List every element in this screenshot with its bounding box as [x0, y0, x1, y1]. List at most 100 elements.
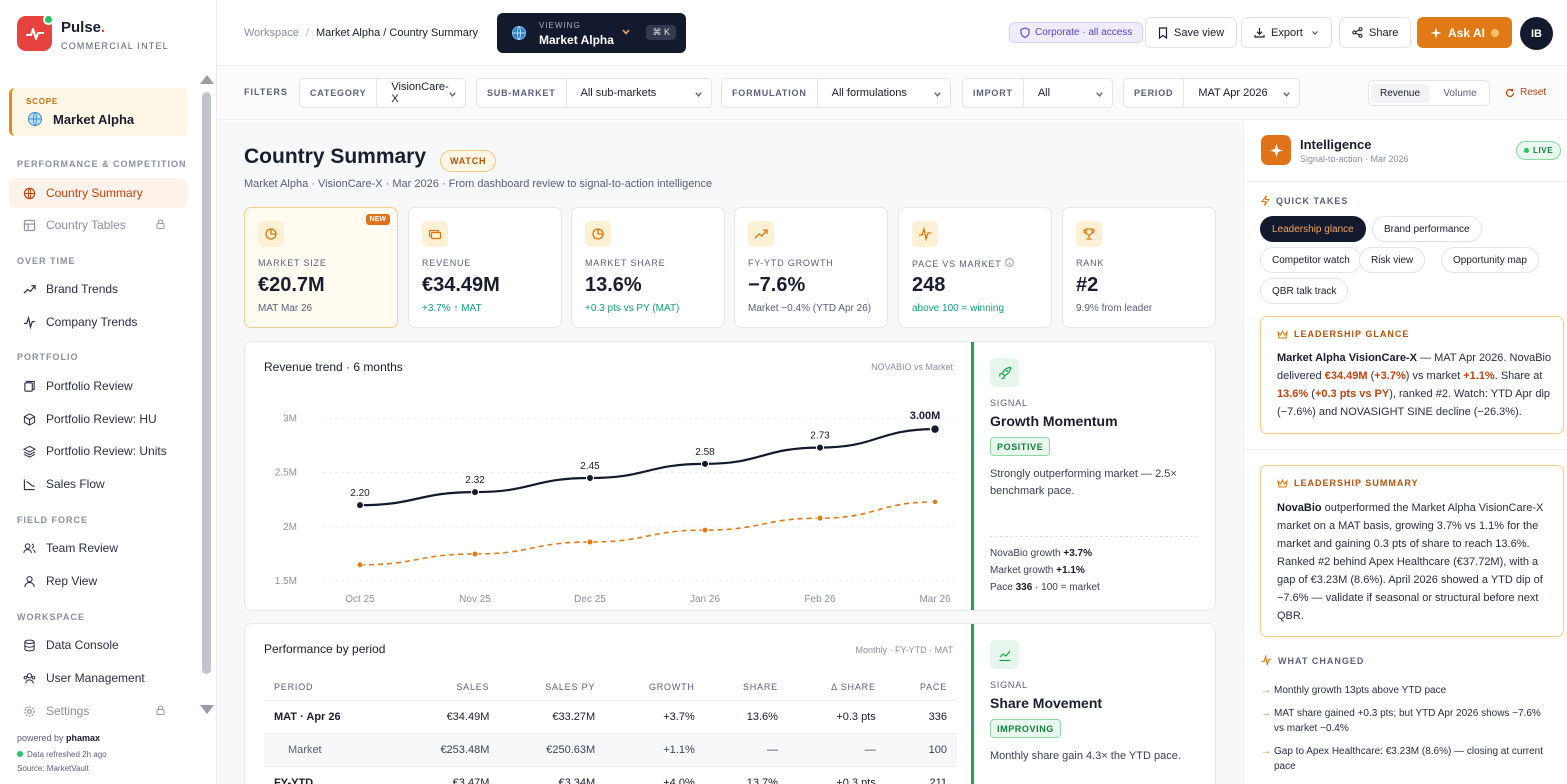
- kpi-fy-ytd-growth[interactable]: FY-YTD GROWTH −7.6% Market −0.4% (YTD Ap…: [734, 207, 888, 328]
- chip-brand-performance[interactable]: Brand performance: [1372, 216, 1482, 242]
- refresh-status: Data refreshed 2h ago: [17, 750, 107, 759]
- viewing-value: Market Alpha: [539, 33, 614, 47]
- pulse-logo[interactable]: [17, 14, 54, 51]
- nav-item-data-console[interactable]: Data Console: [9, 630, 187, 660]
- nav-item-country-tables[interactable]: Country Tables: [9, 210, 187, 240]
- scroll-down-arrow[interactable]: [200, 705, 214, 714]
- nav-item-company-trends[interactable]: Company Trends: [9, 307, 187, 337]
- category-filter[interactable]: CATEGORY VisionCare-X: [299, 78, 466, 108]
- sidebar: Pulse. COMMERCIAL INTEL SCOPE Market Alp…: [0, 0, 217, 784]
- breadcrumb-root[interactable]: Workspace: [244, 27, 299, 39]
- data-point: [471, 488, 479, 497]
- data-label: 2.32: [465, 475, 485, 486]
- table-legend: Monthly · FY-YTD · MAT: [855, 645, 953, 655]
- sidebar-scrollbar[interactable]: [202, 92, 211, 674]
- pie-icon: [592, 228, 604, 240]
- chip-leadership-glance[interactable]: Leadership glance: [1260, 216, 1366, 242]
- nav-item-portfolio-review-units[interactable]: Portfolio Review: Units: [9, 436, 187, 466]
- x-tick-label: Dec 25: [574, 594, 606, 605]
- leadership-summary-card: LEADERSHIP SUMMARY NovaBio outperformed …: [1260, 465, 1564, 637]
- access-badge[interactable]: Corporate · all access: [1009, 22, 1144, 43]
- nav-label: Team Review: [46, 541, 119, 555]
- filter-value: All: [1037, 87, 1051, 99]
- reset-button[interactable]: Reset: [1505, 87, 1546, 98]
- market-switcher[interactable]: VIEWING Market Alpha ⌘ K: [497, 13, 686, 53]
- nav-label: Portfolio Review: Units: [46, 444, 167, 458]
- data-label: 3.00M: [910, 410, 941, 422]
- chip-risk-view[interactable]: Risk view: [1359, 247, 1426, 273]
- kpi-sub: +0.3 pts vs PY (MAT): [585, 303, 680, 314]
- kpi-pace-vs-market[interactable]: PACE VS MARKET 248 above 100 = winning: [898, 207, 1052, 328]
- rocket-icon: [998, 366, 1011, 379]
- nav-item-sales-flow[interactable]: Sales Flow: [9, 469, 187, 499]
- panel-subtitle: Signal-to-action · Mar 2026: [1300, 154, 1409, 164]
- nav-item-rep-view[interactable]: Rep View: [9, 566, 187, 596]
- trend-up-icon: [754, 229, 768, 239]
- nav-label: Portfolio Review: HU: [46, 412, 157, 426]
- save-view-button[interactable]: Save view: [1145, 17, 1238, 48]
- kpi-sub: 9.9% from leader: [1076, 303, 1153, 314]
- download-icon: [1254, 28, 1265, 38]
- signal-line-pace: Pace 336 · 100 = market: [990, 582, 1100, 593]
- signal-growth-momentum[interactable]: SIGNAL Growth Momentum POSITIVE Strongly…: [971, 342, 1215, 610]
- globe-icon: [28, 112, 42, 126]
- nav-item-brand-trends[interactable]: Brand Trends: [9, 274, 187, 304]
- kpi-market-size[interactable]: NEW MARKET SIZE €20.7M MAT Mar 26: [244, 207, 398, 328]
- import-filter[interactable]: IMPORT All: [962, 78, 1113, 108]
- user-icon: [24, 575, 35, 587]
- avatar[interactable]: IB: [1520, 17, 1553, 50]
- chip-qbr-talk-track[interactable]: QBR talk track: [1260, 278, 1349, 304]
- x-tick-label: Nov 25: [459, 594, 491, 605]
- change-item: Monthly growth 13pts above YTD pace: [1261, 683, 1551, 698]
- ask-ai-button[interactable]: Ask AI: [1417, 17, 1512, 48]
- data-point: [586, 474, 594, 482]
- chip-competitor-watch[interactable]: Competitor watch: [1260, 247, 1362, 273]
- data-point: [471, 550, 479, 558]
- kpi-revenue[interactable]: REVENUE €34.49M +3.7% ↑ MAT: [408, 207, 562, 328]
- period-filter[interactable]: PERIOD MAT Apr 2026: [1123, 78, 1300, 108]
- trend-up-icon: [23, 284, 36, 294]
- new-badge: NEW: [365, 214, 390, 225]
- activity-icon: [919, 227, 931, 241]
- kpi-value: €20.7M: [258, 274, 325, 296]
- nav-label: Brand Trends: [46, 282, 119, 296]
- globe-icon: [512, 26, 526, 40]
- table-icon: [23, 219, 36, 231]
- kpi-label: MARKET SIZE: [258, 258, 327, 268]
- nav-label: Country Summary: [46, 186, 143, 200]
- table-cell: +3.7%: [605, 700, 705, 734]
- nav-item-portfolio-review[interactable]: Portfolio Review: [9, 371, 187, 401]
- kpi-value: #2: [1076, 274, 1099, 296]
- kpi-market-share[interactable]: MARKET SHARE 13.6% +0.3 pts vs PY (MAT): [571, 207, 725, 328]
- chip-opportunity-map[interactable]: Opportunity map: [1441, 247, 1539, 273]
- kpi-value: 13.6%: [585, 274, 642, 296]
- nav-item-team-review[interactable]: Team Review: [9, 533, 187, 563]
- share-button[interactable]: Share: [1339, 17, 1412, 48]
- nav-item-settings[interactable]: Settings: [9, 696, 187, 726]
- keyboard-shortcut: ⌘ K: [646, 25, 676, 40]
- table-cell: 13.6%: [704, 700, 788, 734]
- kpi-rank[interactable]: RANK #2 9.9% from leader: [1062, 207, 1216, 328]
- scroll-up-arrow[interactable]: [200, 75, 214, 84]
- formulation-filter[interactable]: FORMULATION All formulations: [721, 78, 951, 108]
- table-row[interactable]: Market €253.48M €250.63M +1.1% — — 100: [264, 733, 957, 767]
- table-row[interactable]: FY-YTD €3.47M €3.34M +4.0% 13.7% +0.3 pt…: [264, 766, 957, 784]
- nav-item-user-management[interactable]: User Management: [9, 663, 187, 693]
- data-label: 2.20: [350, 488, 370, 499]
- filter-key: CATEGORY: [300, 79, 378, 107]
- scope-selector[interactable]: SCOPE Market Alpha: [9, 88, 187, 136]
- signal-description: Monthly share gain 4.3× the YTD pace.: [990, 750, 1181, 762]
- export-button[interactable]: Export: [1241, 17, 1332, 48]
- filter-value: MAT Apr 2026: [1198, 87, 1268, 99]
- scope-label: SCOPE: [26, 97, 59, 106]
- signal-share-movement[interactable]: SIGNAL Share Movement IMPROVING Monthly …: [971, 624, 1215, 784]
- toggle-volume[interactable]: Volume: [1443, 87, 1477, 99]
- table-row[interactable]: MAT · Apr 26 €34.49M €33.27M +3.7% 13.6%…: [264, 700, 957, 734]
- toggle-revenue[interactable]: Revenue: [1371, 83, 1429, 103]
- nav-item-country-summary[interactable]: Country Summary: [9, 178, 187, 208]
- sub-market-filter[interactable]: SUB-MARKET All sub-markets: [476, 78, 712, 108]
- signal-pill: IMPROVING: [990, 719, 1061, 738]
- table-cell: 100: [885, 733, 957, 767]
- info-icon[interactable]: [1004, 258, 1014, 267]
- nav-item-portfolio-review-hu[interactable]: Portfolio Review: HU: [9, 404, 187, 434]
